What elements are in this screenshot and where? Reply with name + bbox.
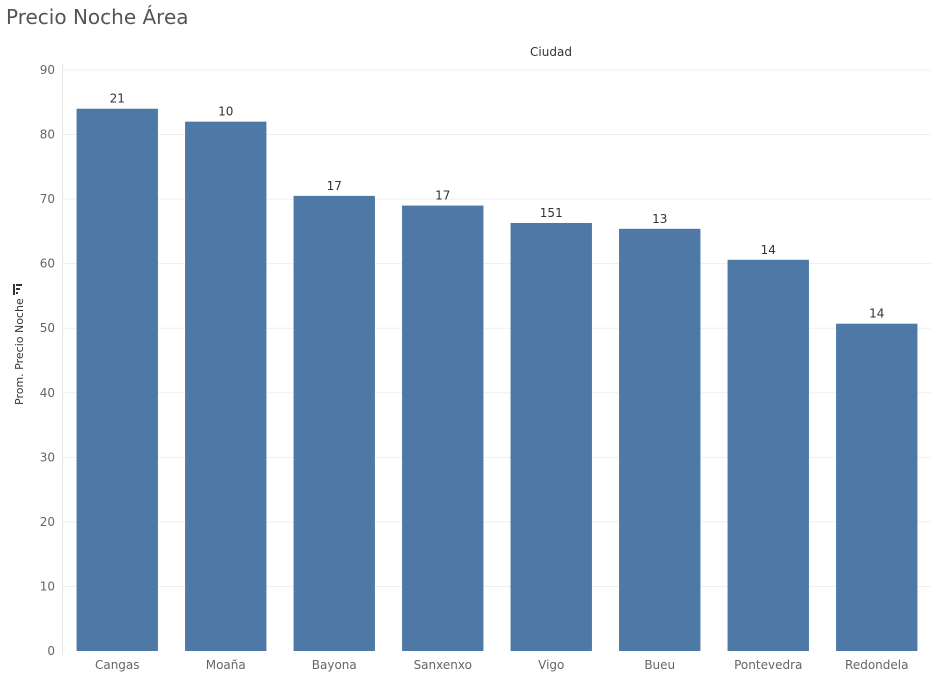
bar[interactable] (727, 259, 809, 651)
x-tick-label: Bueu (644, 658, 675, 672)
data-labels: 21 10 17 17 151 13 14 14 (110, 92, 885, 321)
bar[interactable] (619, 228, 701, 651)
data-label: 14 (869, 307, 884, 321)
data-label: 14 (761, 243, 776, 257)
x-tick-label: Bayona (312, 658, 357, 672)
bar[interactable] (76, 108, 158, 651)
y-axis-ticks: 0 10 20 30 40 50 60 70 80 90 (40, 63, 55, 658)
y-tick-label: 10 (40, 579, 55, 593)
x-tick-label: Vigo (538, 658, 564, 672)
y-tick-label: 80 (40, 128, 55, 142)
data-label: 17 (327, 179, 342, 193)
data-label: 13 (652, 212, 667, 226)
y-tick-label: 70 (40, 192, 55, 206)
x-tick-label: Sanxenxo (414, 658, 472, 672)
data-label: 151 (540, 206, 563, 220)
x-tick-label: Moaña (206, 658, 246, 672)
x-axis-ticks: Cangas Moaña Bayona Sanxenxo Vigo Bueu Ponteve… (95, 658, 909, 672)
y-tick-label: 50 (40, 321, 55, 335)
y-axis-title: Prom. Precio Noche (13, 298, 26, 405)
bar[interactable] (836, 323, 918, 651)
bar[interactable] (510, 222, 592, 651)
y-axis-title-group: Prom. Precio Noche (13, 298, 26, 405)
y-tick-label: 0 (47, 644, 55, 658)
x-tick-label: Pontevedra (734, 658, 802, 672)
y-tick-label: 90 (40, 63, 55, 77)
bar[interactable] (293, 195, 375, 651)
x-tick-label: Redondela (845, 658, 908, 672)
y-tick-label: 30 (40, 450, 55, 464)
bars (76, 108, 918, 652)
data-label: 10 (218, 105, 233, 119)
chart-title: Precio Noche Área (6, 5, 189, 29)
data-label: 21 (110, 92, 125, 106)
sort-descending-icon[interactable] (13, 284, 22, 295)
y-tick-label: 20 (40, 515, 55, 529)
x-tick-label: Cangas (95, 658, 140, 672)
y-tick-label: 60 (40, 257, 55, 271)
bar[interactable] (402, 205, 484, 652)
data-label: 17 (435, 189, 450, 203)
column-header: Ciudad (530, 45, 572, 59)
bar[interactable] (185, 121, 267, 651)
y-tick-label: 40 (40, 386, 55, 400)
